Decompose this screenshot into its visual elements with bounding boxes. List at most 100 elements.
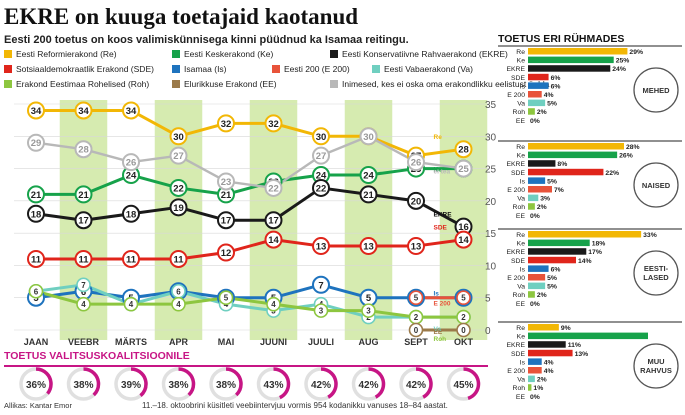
coalition-arc bbox=[114, 367, 148, 401]
group-bar-value: 8% bbox=[557, 161, 567, 168]
group-bar-value: 2% bbox=[537, 109, 547, 116]
point-label-is: 5 bbox=[366, 293, 372, 304]
group-bar-value: 5% bbox=[547, 178, 557, 185]
point-label-re: 32 bbox=[268, 119, 279, 130]
coalition-arc bbox=[256, 367, 291, 401]
group-row-label: Re bbox=[516, 49, 525, 56]
group-row-label: EKRE bbox=[506, 161, 525, 168]
legend-swatch-va bbox=[372, 65, 380, 73]
x-tick-label: JUUNI bbox=[260, 337, 287, 347]
group-bar-value: 0% bbox=[530, 301, 540, 308]
source-note: Allikas: Kantar Emor bbox=[4, 401, 72, 410]
point-label-sde: 11 bbox=[31, 254, 42, 265]
footer: Allikas: Kantar Emor 11.–18. oktoobrini … bbox=[4, 401, 448, 410]
coalition-support: TOETUS VALITSUSKOALITSIOONILE 36% 38% 39% 3… bbox=[4, 350, 488, 401]
group-bar-value: 18% bbox=[592, 241, 606, 248]
legend-label-roh: Erakond Eestimaa Rohelised (Roh) bbox=[16, 79, 149, 89]
point-marker-ekre bbox=[217, 211, 235, 230]
point-label-none: 22 bbox=[268, 183, 279, 194]
point-label-sde: 14 bbox=[268, 235, 279, 246]
point-marker-ekre bbox=[169, 198, 188, 217]
group-bar bbox=[528, 282, 546, 290]
coalition-value: 36% bbox=[26, 380, 46, 391]
coalition-value: 43% bbox=[263, 380, 283, 391]
point-label-sde: 11 bbox=[126, 254, 137, 265]
legend: Eesti Reformierakond (Re) Eesti Keskerako… bbox=[4, 49, 550, 89]
point-marker-none bbox=[454, 159, 473, 178]
group-bar bbox=[528, 256, 576, 264]
point-label-e200: 5 bbox=[414, 294, 419, 303]
coalition-arc bbox=[304, 367, 338, 401]
end-label-roh: Roh bbox=[434, 336, 447, 343]
point-label-ee: 0 bbox=[461, 326, 466, 335]
series-line-va bbox=[35, 283, 464, 319]
group-bar-value: 5% bbox=[547, 284, 557, 291]
point-label-sde: 13 bbox=[363, 242, 374, 253]
group-panels: TOETUS ERI RÜHMADES Re 29% Ke 25% EKRE 24% SDE… bbox=[498, 32, 682, 401]
point-marker-re bbox=[264, 114, 283, 133]
y-tick-label: 30 bbox=[485, 132, 497, 143]
group-row-label: E 200 bbox=[507, 275, 525, 282]
group-bar bbox=[528, 332, 648, 340]
point-label-none: 30 bbox=[363, 132, 374, 143]
group-bar bbox=[528, 108, 535, 115]
point-marker-re bbox=[454, 140, 473, 159]
coalition-value: 42% bbox=[406, 380, 426, 391]
point-label-re: 34 bbox=[126, 106, 137, 117]
group-row-label: SDE bbox=[511, 170, 525, 177]
y-tick-label: 35 bbox=[485, 100, 497, 111]
point-marker-none bbox=[359, 127, 378, 146]
group-row-label: Re bbox=[516, 232, 525, 239]
point-marker-none bbox=[217, 172, 235, 191]
end-label-e200: E 200 bbox=[434, 301, 451, 308]
group-row-label: Va bbox=[517, 377, 525, 384]
point-label-ekre: 17 bbox=[78, 216, 89, 227]
group-bar-value: 0% bbox=[530, 394, 540, 401]
point-marker-ee bbox=[456, 322, 471, 338]
group-bar bbox=[528, 160, 556, 167]
point-label-roh: 4 bbox=[129, 300, 134, 309]
group-bar-value: 7% bbox=[554, 187, 564, 194]
point-marker-sde bbox=[359, 237, 378, 256]
point-marker-roh bbox=[76, 296, 91, 312]
group-row-label: EE bbox=[516, 118, 526, 125]
point-label-roh: 5 bbox=[224, 294, 229, 303]
point-label-va: 7 bbox=[81, 281, 86, 290]
group-bar-value: 2% bbox=[537, 204, 547, 211]
legend-swatch-is bbox=[172, 65, 180, 73]
group-bar bbox=[528, 231, 642, 238]
point-label-ke: 21 bbox=[31, 190, 42, 201]
group-bar-value: 0% bbox=[530, 118, 540, 125]
legend-label-ee: Elurikkuse Erakond (EE) bbox=[184, 79, 277, 89]
point-label-ke: 24 bbox=[316, 171, 327, 182]
point-marker-sde bbox=[122, 249, 140, 268]
point-label-re: 34 bbox=[31, 106, 42, 117]
point-marker-re bbox=[312, 127, 330, 146]
group-bar bbox=[528, 203, 535, 210]
x-tick-label: VEEBR bbox=[68, 337, 100, 347]
x-tick-label: JAAN bbox=[24, 337, 49, 347]
header: EKRE on kuuga toetajaid kaotanud Eesti 2… bbox=[4, 4, 409, 46]
series-line-roh bbox=[35, 289, 464, 319]
group-row-label: SDE bbox=[511, 75, 525, 82]
coalition-title: TOETUS VALITSUSKOALITSIOONILE bbox=[4, 350, 190, 362]
point-marker-sde bbox=[264, 230, 283, 249]
group-bar bbox=[528, 168, 604, 176]
group-badge bbox=[633, 250, 679, 296]
group-bar-value: 4% bbox=[544, 359, 554, 366]
point-marker-roh bbox=[123, 296, 139, 312]
point-label-sde: 11 bbox=[78, 254, 89, 265]
point-label-ke: 24 bbox=[126, 171, 137, 182]
point-marker-re bbox=[27, 101, 45, 120]
coalition-value: 42% bbox=[358, 380, 378, 391]
series-line-ekre bbox=[35, 186, 465, 229]
point-marker-ke bbox=[27, 185, 45, 204]
group-bar-value: 6% bbox=[551, 83, 561, 90]
y-tick-label: 0 bbox=[485, 326, 491, 337]
group-bar bbox=[528, 82, 549, 89]
point-marker-sde bbox=[217, 243, 235, 262]
point-label-re: 30 bbox=[173, 132, 184, 143]
group-row-label: Roh bbox=[513, 204, 526, 211]
legend-swatch-ke bbox=[172, 50, 180, 58]
footnote: 11.–18. oktoobrini küsitleti veebiinterv… bbox=[142, 401, 448, 410]
